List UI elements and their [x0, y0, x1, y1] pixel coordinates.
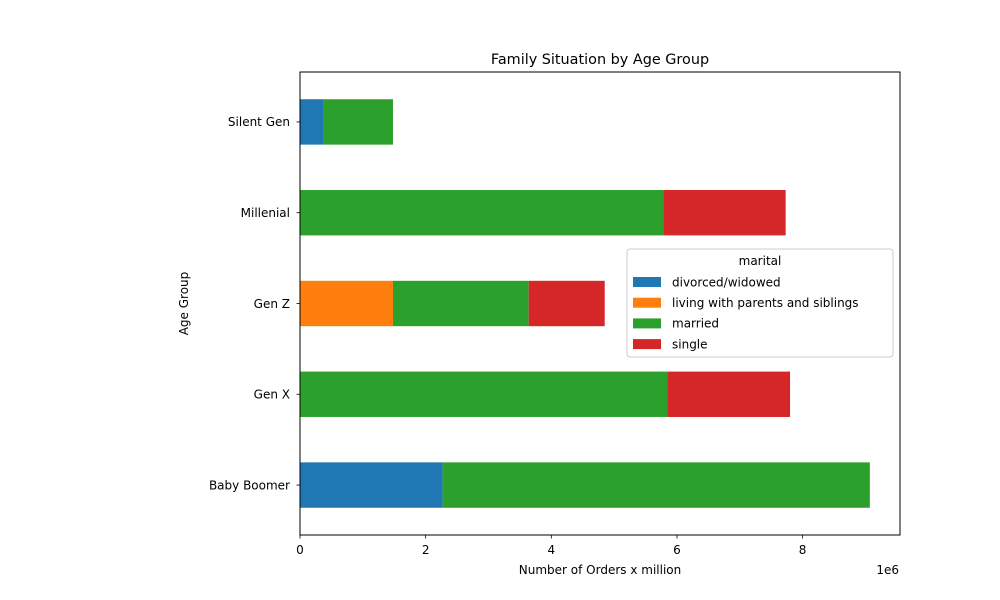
y-tick-label: Silent Gen — [228, 115, 290, 129]
bar-baby-boomer-divorced-widowed — [300, 462, 443, 507]
bar-baby-boomer-married — [443, 462, 870, 507]
x-tick-label: 6 — [673, 543, 681, 557]
legend-title: marital — [739, 254, 782, 268]
legend: marital divorced/widowed living with pare… — [627, 249, 893, 357]
legend-swatch-living-with-parents-and-siblings — [633, 298, 661, 308]
legend-label-divorced-widowed: divorced/widowed — [672, 275, 781, 289]
bar-gen-x-married — [300, 372, 668, 417]
bar-gen-x-single — [668, 372, 791, 417]
legend-swatch-married — [633, 318, 661, 328]
y-axis: Baby Boomer Gen X Gen Z Millenial Silent Gen — [209, 115, 300, 492]
chart-title: Family Situation by Age Group — [491, 52, 709, 68]
y-axis-label: Age Group — [177, 272, 191, 336]
bar-silent-gen-married — [324, 99, 393, 144]
bar-gen-z-married — [393, 281, 529, 326]
legend-label-single: single — [672, 337, 708, 351]
y-tick-label: Millenial — [241, 206, 290, 220]
legend-swatch-single — [633, 339, 661, 349]
y-tick-label: Gen Z — [254, 297, 290, 311]
x-tick-label: 2 — [422, 543, 430, 557]
y-tick-label: Baby Boomer — [209, 478, 290, 492]
legend-swatch-divorced-widowed — [633, 277, 661, 287]
bar-millenial-single — [663, 190, 786, 235]
x-tick-label: 8 — [799, 543, 807, 557]
x-tick-label: 0 — [296, 543, 304, 557]
bar-millenial-married — [300, 190, 663, 235]
x-axis: 0 2 4 6 8 — [296, 535, 806, 557]
bar-gen-z-living-with-parents-and-siblings — [300, 281, 393, 326]
x-axis-offset: 1e6 — [876, 563, 899, 577]
x-axis-label: Number of Orders x million — [519, 563, 681, 577]
legend-label-married: married — [672, 317, 719, 331]
bar-gen-z-single — [529, 281, 605, 326]
legend-label-living-with-parents-and-siblings: living with parents and siblings — [672, 296, 859, 310]
y-tick-label: Gen X — [254, 388, 290, 402]
x-tick-label: 4 — [547, 543, 555, 557]
bar-silent-gen-divorced-widowed — [300, 99, 324, 144]
